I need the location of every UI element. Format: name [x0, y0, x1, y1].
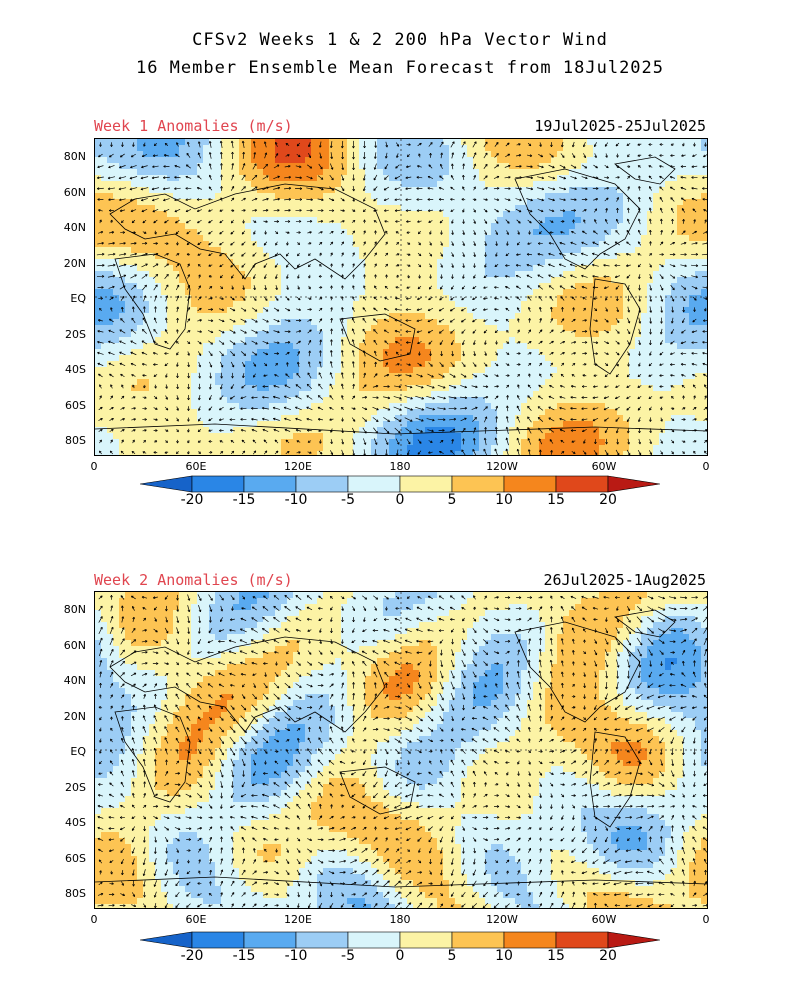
lon-tick-label: 60E: [176, 913, 216, 926]
colorbar-label: 10: [484, 948, 524, 964]
colorbar-label: 15: [536, 492, 576, 508]
lon-tick-label: 60W: [584, 913, 624, 926]
wind-vectors: [97, 594, 707, 908]
lat-tick-label: 20S: [46, 328, 86, 341]
lat-tick-label: 40S: [46, 363, 86, 376]
colorbar-segment: [503, 931, 557, 949]
lat-tick-label: 40N: [46, 674, 86, 687]
colorbar-segment: [555, 475, 609, 493]
lon-tick-label: 0: [74, 913, 114, 926]
lat-tick-label: 60S: [46, 852, 86, 865]
colorbar-left-arrow: [139, 931, 193, 949]
colorbar-label: -10: [276, 948, 316, 964]
figure-title-line-1: CFSv2 Weeks 1 & 2 200 hPa Vector Wind: [0, 30, 800, 50]
week2-anomaly-map: [94, 591, 708, 909]
colorbar-segment: [191, 931, 245, 949]
colorbar-segment: [555, 931, 609, 949]
week1-anomaly-map: [94, 138, 708, 456]
colorbar-segment: [295, 931, 349, 949]
colorbar-segment: [347, 931, 401, 949]
lat-tick-label: 80S: [46, 887, 86, 900]
colorbar-segment: [451, 931, 505, 949]
colorbar-left-arrow: [139, 475, 193, 493]
colorbar-week2: -20 -15 -10 -5 0 5 10 15 20: [139, 930, 661, 964]
colorbar-segment: [451, 475, 505, 493]
lat-tick-label: 80N: [46, 150, 86, 163]
lat-tick-label: 60S: [46, 399, 86, 412]
lat-tick-label: 20S: [46, 781, 86, 794]
colorbar-label: 10: [484, 492, 524, 508]
lat-tick-label: 60N: [46, 639, 86, 652]
colorbar-segment: [295, 475, 349, 493]
lon-tick-label: 180: [380, 913, 420, 926]
colorbar-right-arrow: [607, 475, 661, 493]
lon-tick-label: 0: [686, 460, 726, 473]
panel2-dates: 26Jul2025-1Aug2025: [543, 571, 706, 589]
lon-tick-label: 120W: [482, 913, 522, 926]
colorbar-label: 20: [588, 492, 628, 508]
anomaly-shading: [95, 139, 707, 455]
lon-tick-label: 0: [686, 913, 726, 926]
colorbar-label: -15: [224, 948, 264, 964]
colorbar-segment: [347, 475, 401, 493]
colorbar-segment: [243, 475, 297, 493]
panel1-label: Week 1 Anomalies (m/s): [94, 117, 293, 135]
colorbar-segment: [243, 931, 297, 949]
lon-tick-label: 120W: [482, 460, 522, 473]
colorbar-label: -5: [328, 492, 368, 508]
anomaly-shading: [95, 592, 707, 908]
lon-tick-label: 120E: [278, 460, 318, 473]
wind-vectors: [96, 140, 707, 455]
figure-title-line-2: 16 Member Ensemble Mean Forecast from 18…: [0, 58, 800, 78]
colorbar-right-arrow: [607, 931, 661, 949]
lat-tick-label: 60N: [46, 186, 86, 199]
lat-tick-label: 40S: [46, 816, 86, 829]
lon-tick-label: 180: [380, 460, 420, 473]
lat-tick-label: 80N: [46, 603, 86, 616]
lon-tick-label: 0: [74, 460, 114, 473]
panel2-label: Week 2 Anomalies (m/s): [94, 571, 293, 589]
panel1-dates: 19Jul2025-25Jul2025: [534, 117, 706, 135]
colorbar-label: -10: [276, 492, 316, 508]
lon-tick-label: 60E: [176, 460, 216, 473]
lat-tick-label: EQ: [46, 745, 86, 758]
colorbar-label: -5: [328, 948, 368, 964]
lon-tick-label: 120E: [278, 913, 318, 926]
lat-tick-label: 20N: [46, 257, 86, 270]
colorbar-label: -20: [172, 948, 212, 964]
colorbar-label: -15: [224, 492, 264, 508]
colorbar-label: 0: [380, 492, 420, 508]
colorbar-label: 5: [432, 948, 472, 964]
colorbar-label: 0: [380, 948, 420, 964]
colorbar-segment: [399, 931, 453, 949]
colorbar-segment: [191, 475, 245, 493]
lon-tick-label: 60W: [584, 460, 624, 473]
colorbar-segment: [399, 475, 453, 493]
colorbar-label: -20: [172, 492, 212, 508]
colorbar-segment: [503, 475, 557, 493]
colorbar-week1: -20 -15 -10 -5 0 5 10 15 20: [139, 474, 661, 508]
lat-tick-label: 80S: [46, 434, 86, 447]
colorbar-label: 20: [588, 948, 628, 964]
lat-tick-label: 40N: [46, 221, 86, 234]
colorbar-label: 5: [432, 492, 472, 508]
colorbar-label: 15: [536, 948, 576, 964]
lat-tick-label: 20N: [46, 710, 86, 723]
lat-tick-label: EQ: [46, 292, 86, 305]
